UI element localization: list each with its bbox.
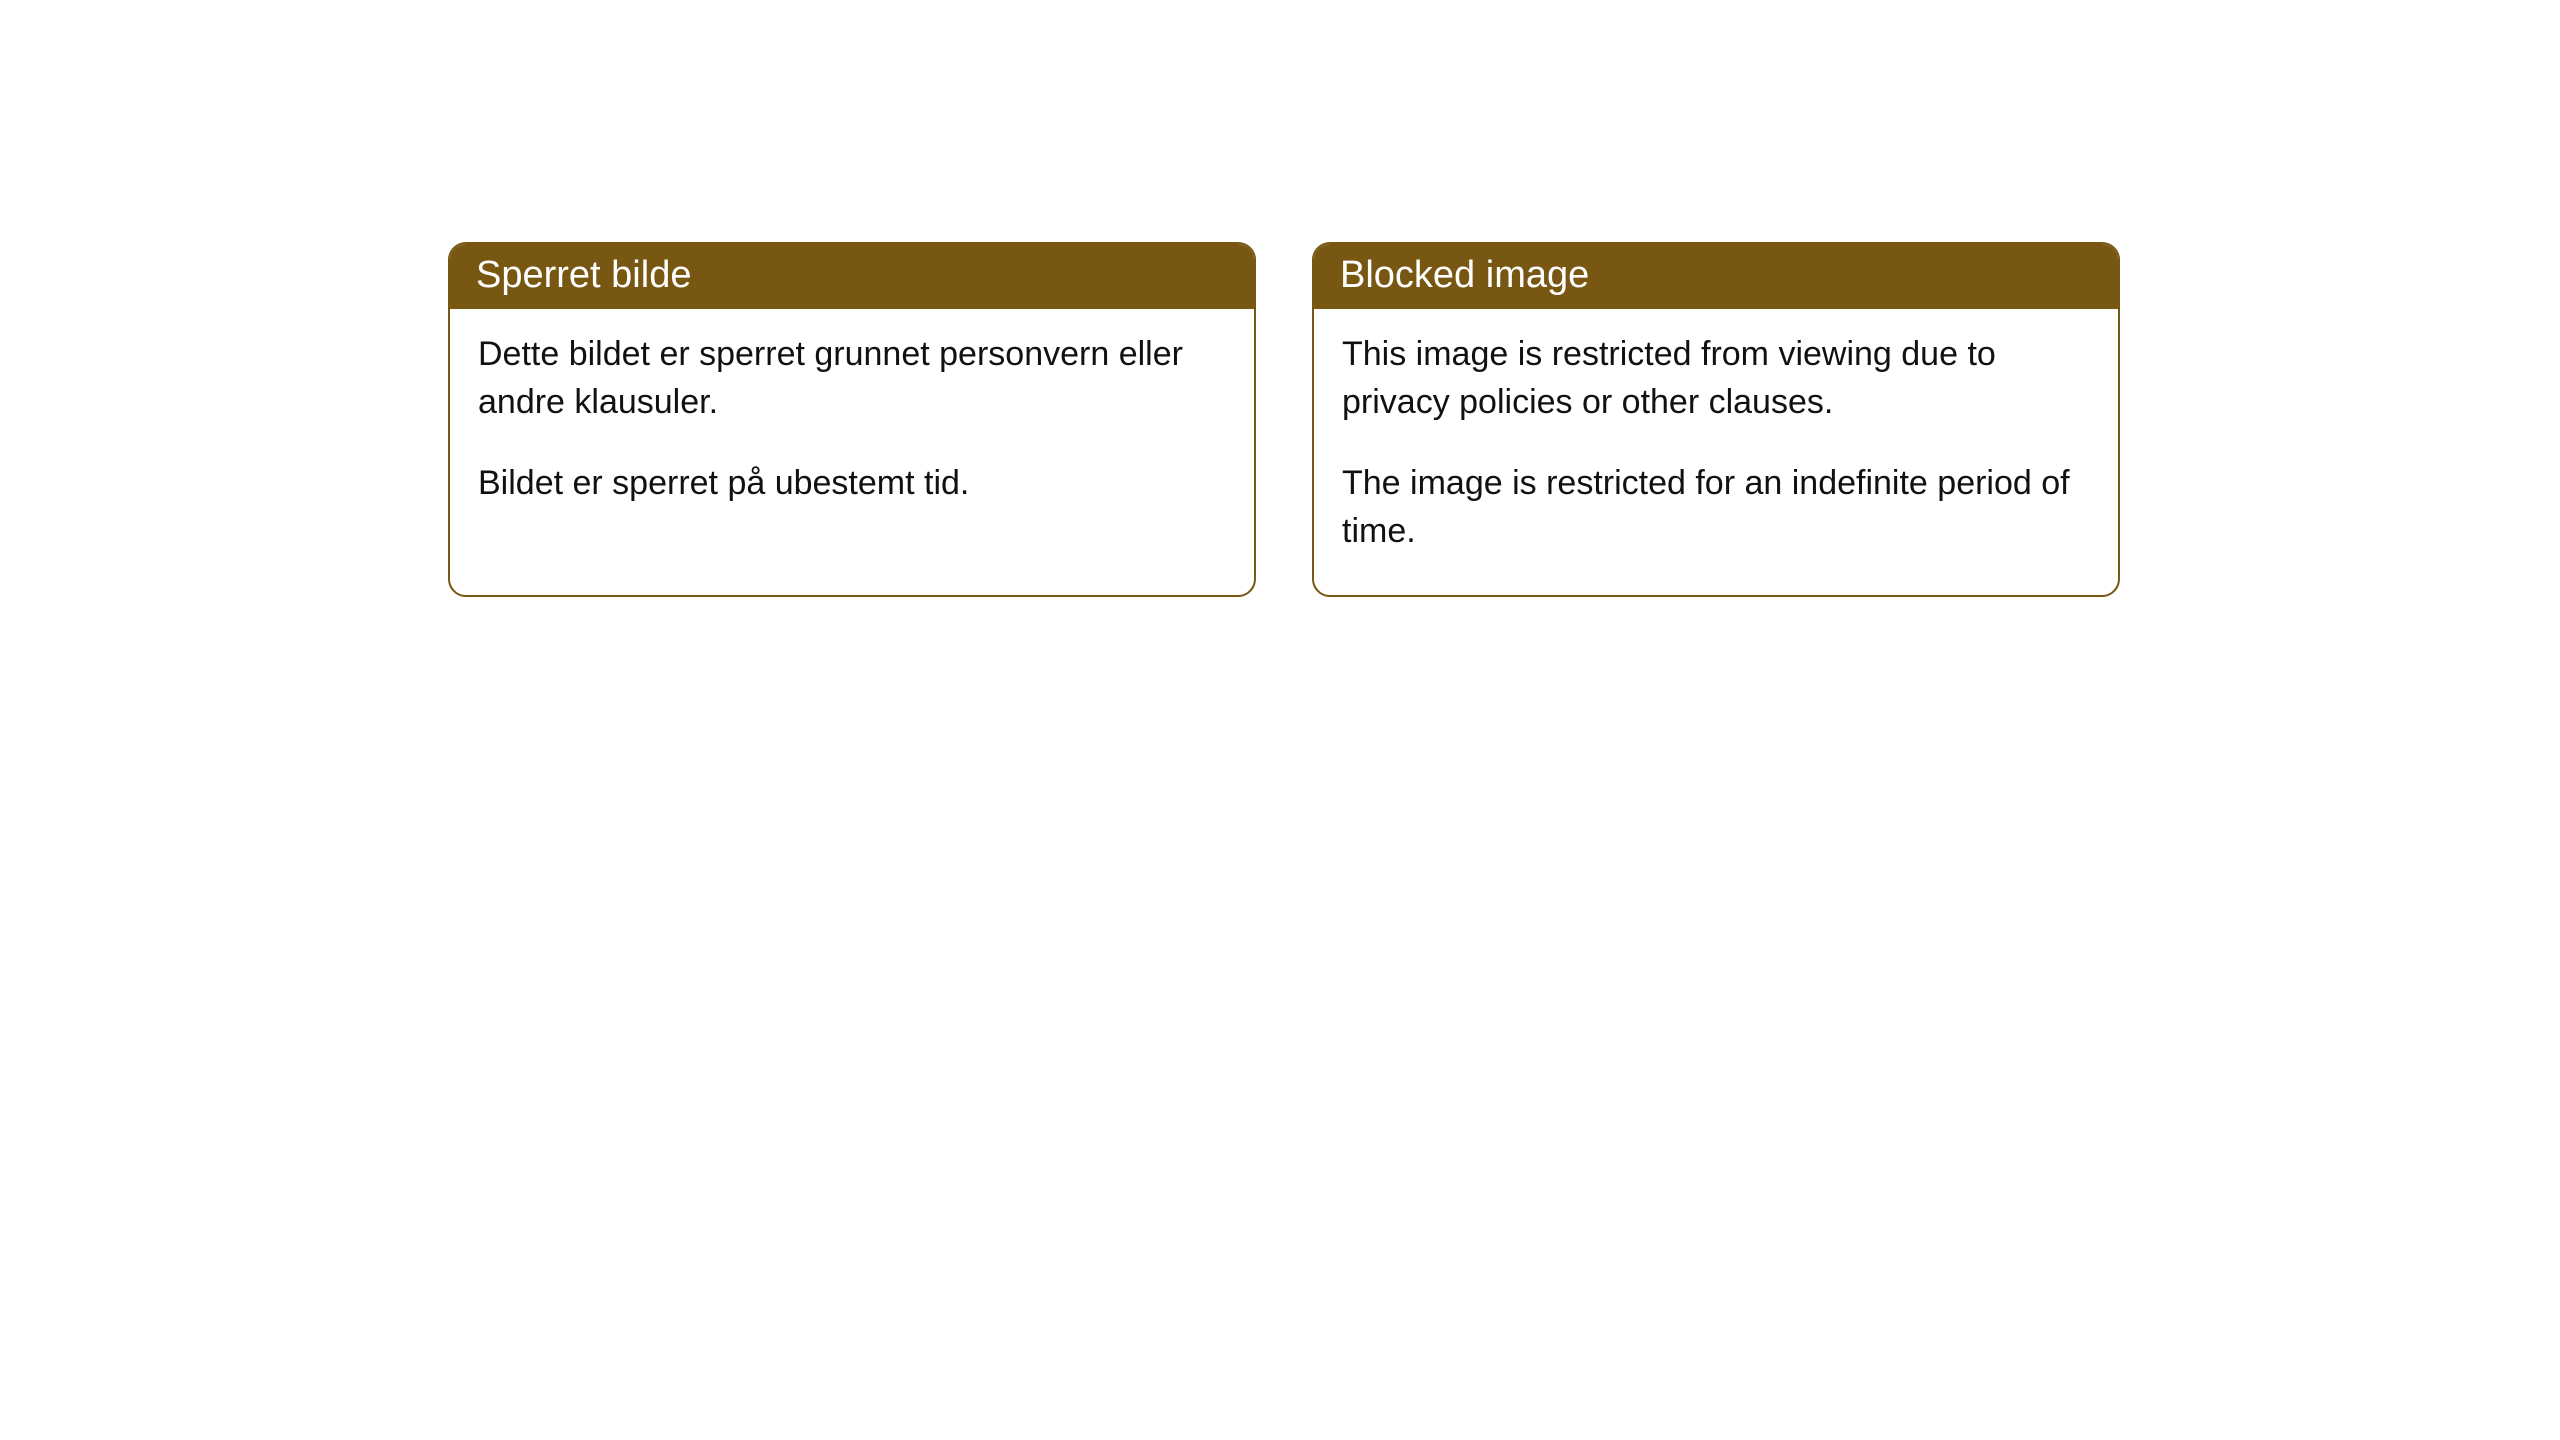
card-title: Blocked image	[1340, 254, 1589, 296]
card-body: This image is restricted from viewing du…	[1314, 309, 2118, 595]
card-paragraph: The image is restricted for an indefinit…	[1342, 460, 2090, 555]
card-header: Sperret bilde	[450, 244, 1254, 309]
notice-card-english: Blocked image This image is restricted f…	[1312, 242, 2120, 597]
card-header: Blocked image	[1314, 244, 2118, 309]
card-paragraph: This image is restricted from viewing du…	[1342, 331, 2090, 426]
card-title: Sperret bilde	[476, 254, 691, 296]
card-paragraph: Bildet er sperret på ubestemt tid.	[478, 460, 1226, 508]
card-paragraph: Dette bildet er sperret grunnet personve…	[478, 331, 1226, 426]
notice-card-norwegian: Sperret bilde Dette bildet er sperret gr…	[448, 242, 1256, 597]
notice-container: Sperret bilde Dette bildet er sperret gr…	[0, 0, 2560, 597]
card-body: Dette bildet er sperret grunnet personve…	[450, 309, 1254, 548]
